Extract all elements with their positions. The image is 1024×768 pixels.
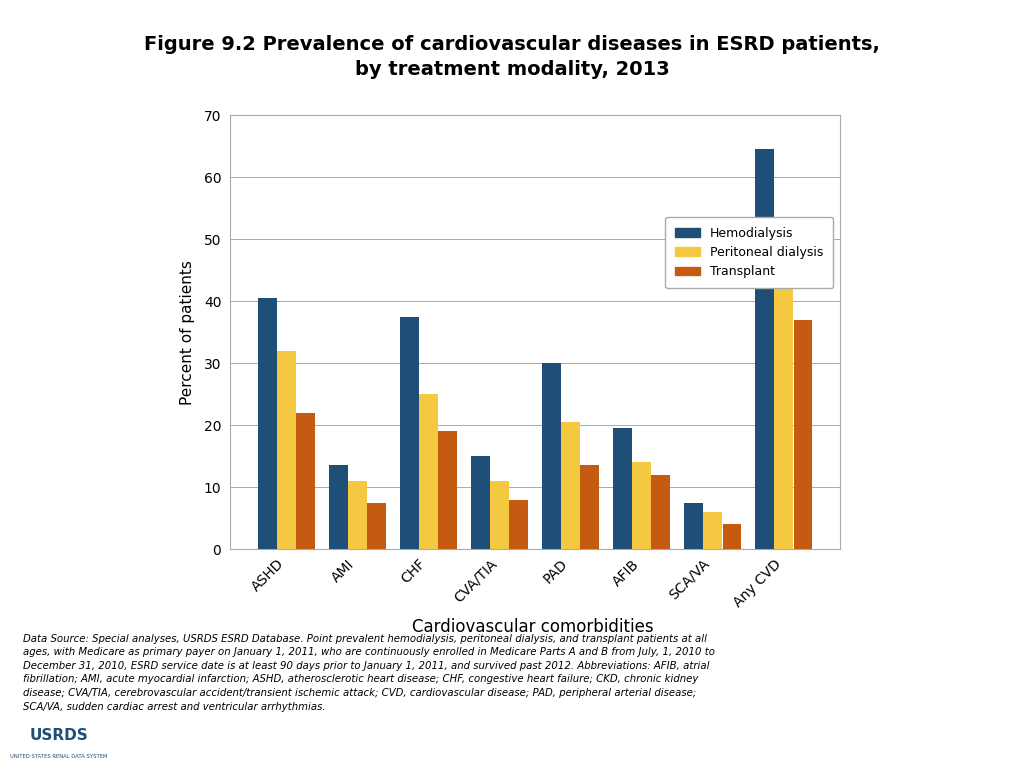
Text: Vol 2, ESRD, Ch 9: Vol 2, ESRD, Ch 9 (431, 733, 593, 751)
Text: Cardiovascular comorbidities: Cardiovascular comorbidities (412, 618, 653, 636)
Y-axis label: Percent of patients: Percent of patients (180, 260, 196, 405)
Bar (296, 412, 315, 549)
Bar (684, 502, 702, 549)
Bar (774, 230, 793, 549)
Bar (794, 319, 812, 549)
Bar (542, 363, 560, 549)
Bar (651, 475, 670, 549)
Bar (419, 394, 437, 549)
Text: 4: 4 (987, 733, 998, 751)
Bar (613, 429, 632, 549)
Bar (400, 316, 419, 549)
Bar (490, 481, 509, 549)
Bar (633, 462, 651, 549)
Bar (278, 351, 296, 549)
Bar (510, 499, 528, 549)
Text: UNITED STATES RENAL DATA SYSTEM: UNITED STATES RENAL DATA SYSTEM (10, 754, 108, 759)
Text: USRDS: USRDS (30, 728, 88, 743)
Bar (703, 512, 722, 549)
Bar (581, 465, 599, 549)
Text: Figure 9.2 Prevalence of cardiovascular diseases in ESRD patients,
by treatment : Figure 9.2 Prevalence of cardiovascular … (144, 35, 880, 78)
Bar (471, 456, 489, 549)
Bar (368, 502, 386, 549)
Text: Data Source: Special analyses, USRDS ESRD Database. Point prevalent hemodialysis: Data Source: Special analyses, USRDS ESR… (23, 634, 715, 712)
Bar (561, 422, 580, 549)
Legend: Hemodialysis, Peritoneal dialysis, Transplant: Hemodialysis, Peritoneal dialysis, Trans… (665, 217, 834, 289)
Bar (755, 149, 774, 549)
Bar (438, 432, 457, 549)
Bar (723, 525, 741, 549)
Bar (258, 298, 276, 549)
Bar (348, 481, 367, 549)
Bar (329, 465, 347, 549)
